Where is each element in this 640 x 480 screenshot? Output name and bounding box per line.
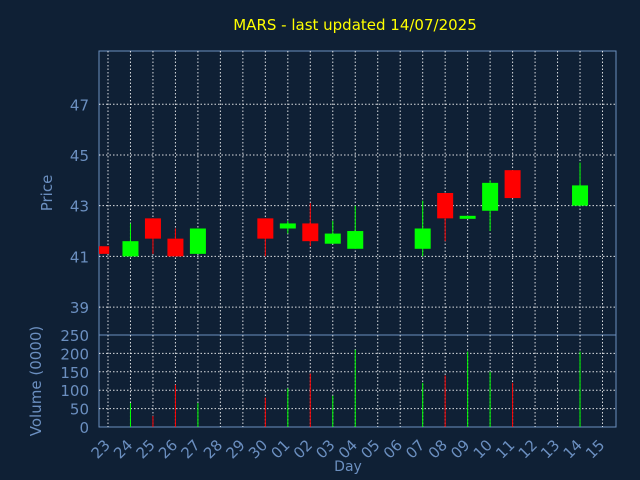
candle-body [279,223,296,229]
volume-tick-label: 150 [60,364,89,382]
price-tick-label: 43 [70,198,89,216]
candle-body [302,223,319,242]
candle-body [572,185,589,206]
candle-body [144,218,161,239]
candle-body [257,218,274,239]
candle-body [189,228,206,254]
volume-axis-label: Volume (0000) [27,326,45,436]
chart-title: MARS - last updated 14/07/2025 [233,16,477,34]
volume-tick-label: 100 [60,382,89,400]
price-tick-label: 39 [70,299,89,317]
volume-tick-label: 0 [79,419,89,437]
candle-body [347,231,364,249]
candle-body [122,241,139,257]
volume-plot-frame [98,334,617,428]
price-panel [98,50,617,336]
x-axis-label: Day [334,459,362,475]
candle-body [437,193,454,219]
price-axis-label: Price [38,175,56,212]
volume-tick-label: 50 [70,401,89,419]
volume-panel [98,334,617,428]
candle-body [414,228,431,249]
price-tick-label: 41 [70,248,89,266]
candle-body [504,170,521,199]
price-tick-label: 45 [70,147,89,165]
candle-body [324,233,341,244]
volume-tick-label: 200 [60,345,89,363]
candle-body [459,215,476,219]
volume-tick-label: 250 [60,327,89,345]
candle-body [482,182,499,211]
candle-body [99,246,110,254]
candle-body [167,238,184,257]
price-tick-label: 47 [70,96,89,114]
